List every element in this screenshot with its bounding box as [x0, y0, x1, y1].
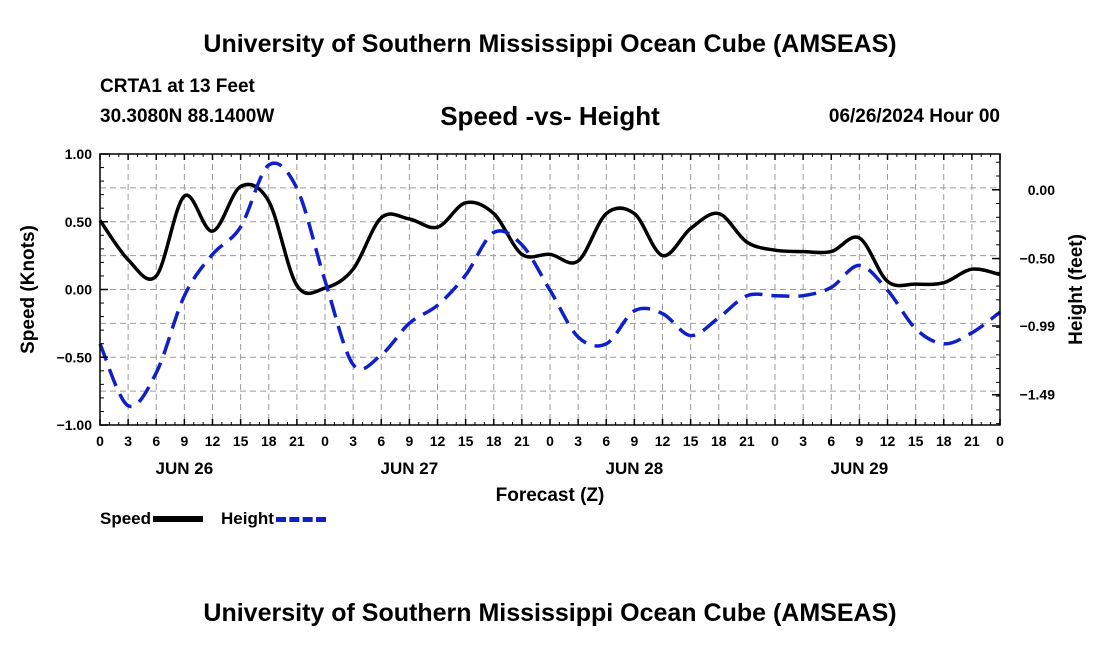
height-series-line	[98, 161, 1002, 409]
x-tick-label: 15	[458, 433, 474, 449]
x-tick-label: 0	[321, 433, 329, 449]
x-tick-label: 18	[936, 433, 952, 449]
y-tick-label: 0.50	[65, 214, 92, 230]
day-label: JUN 29	[831, 459, 889, 478]
x-tick-label: 21	[739, 433, 755, 449]
grid	[100, 154, 1000, 425]
x-tick-label: 6	[377, 433, 385, 449]
x-tick-label: 0	[771, 433, 779, 449]
x-tick-label: 9	[180, 433, 188, 449]
legend-height-label: Height	[221, 509, 274, 528]
footer-title: University of Southern Mississippi Ocean…	[203, 599, 897, 627]
x-tick-label: 21	[289, 433, 305, 449]
x-tick-label: 12	[880, 433, 896, 449]
x-tick-label: 3	[799, 433, 807, 449]
x-tick-label: 12	[430, 433, 446, 449]
y2-axis-title: Height (feet)	[1066, 234, 1087, 345]
x-tick-label: 9	[630, 433, 638, 449]
x-tick-label: 0	[546, 433, 554, 449]
x-tick-label: 18	[261, 433, 277, 449]
legend-height: Height	[221, 509, 326, 529]
x-tick-label: 18	[486, 433, 502, 449]
y-tick-label: 1.00	[65, 146, 92, 162]
station-coordinates: 30.3080N 88.1400W	[100, 106, 275, 127]
series-layer	[98, 161, 1002, 409]
x-tick-label: 15	[908, 433, 924, 449]
legend-speed-label: Speed	[100, 509, 152, 528]
y-tick-label: −0.50	[57, 349, 93, 365]
day-label: JUN 27	[381, 459, 439, 478]
y2-tick-label: 0.00	[1028, 182, 1055, 198]
y2-tick-label: −0.99	[1020, 318, 1056, 334]
y-tick-label: −1.00	[57, 417, 93, 433]
x-tick-label: 9	[855, 433, 863, 449]
x-tick-label: 12	[655, 433, 671, 449]
y-tick-label: 0.00	[65, 282, 92, 298]
legend-speed: Speed	[100, 509, 204, 529]
x-axis-title: Forecast (Z)	[496, 485, 605, 506]
x-tick-label: 0	[996, 433, 1004, 449]
day-label: JUN 26	[156, 459, 214, 478]
legend-speed-swatch	[153, 516, 204, 522]
day-label: JUN 28	[606, 459, 664, 478]
x-tick-label: 3	[574, 433, 582, 449]
x-tick-label: 3	[349, 433, 357, 449]
x-tick-label: 3	[124, 433, 132, 449]
x-tick-label: 6	[827, 433, 835, 449]
station-label: CRTA1 at 13 Feet	[100, 76, 255, 97]
x-tick-label: 18	[711, 433, 727, 449]
x-tick-label: 6	[602, 433, 610, 449]
x-tick-label: 6	[152, 433, 160, 449]
main-title: University of Southern Mississippi Ocean…	[203, 30, 897, 58]
y2-tick-label: −1.49	[1020, 387, 1056, 403]
x-tick-label: 12	[205, 433, 221, 449]
y-axis-title: Speed (Knots)	[18, 225, 39, 354]
axis-labels: 0 3 6 9 12 15 18 21 0 3 6 9 12 15 18 21 0 3 6 9 12 15 18 21 0 3 6 9…	[18, 146, 1087, 506]
x-tick-label: 21	[514, 433, 530, 449]
x-tick-label: 9	[405, 433, 413, 449]
x-tick-label: 21	[964, 433, 980, 449]
axis-ticks	[99, 153, 1001, 426]
legend-height-swatch	[275, 516, 326, 522]
x-tick-label: 15	[683, 433, 699, 449]
run-time: 06/26/2024 Hour 00	[828, 106, 1000, 127]
legend: Speed Height	[100, 509, 344, 529]
plot-title: Speed -vs- Height	[440, 101, 660, 131]
y2-tick-label: −0.50	[1020, 251, 1056, 267]
speed-series-line	[98, 182, 1001, 296]
x-tick-label: 15	[233, 433, 249, 449]
x-tick-label: 0	[96, 433, 104, 449]
